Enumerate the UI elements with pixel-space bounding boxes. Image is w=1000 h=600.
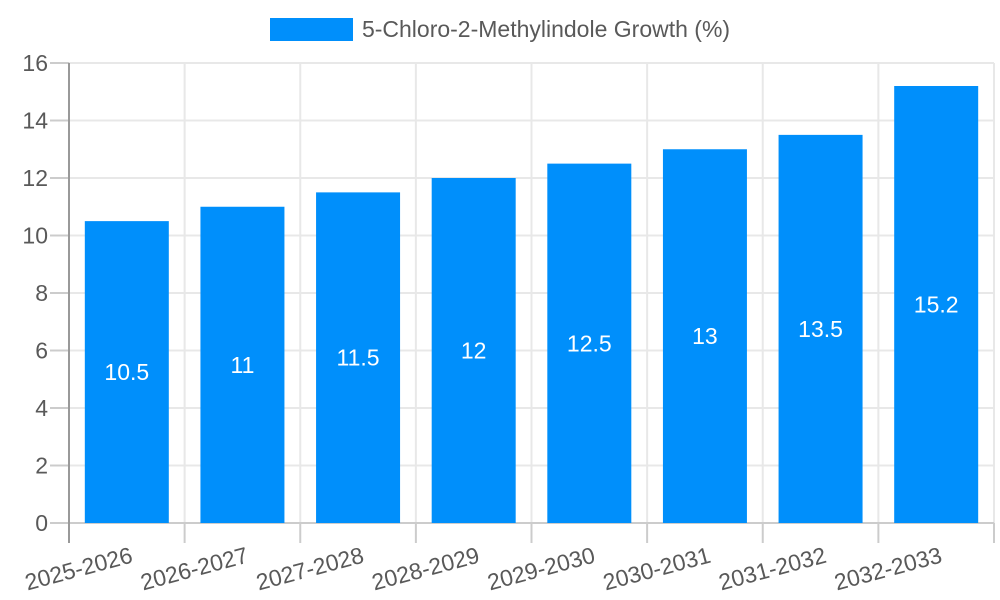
legend-swatch[interactable] bbox=[269, 18, 353, 41]
bar-value-label: 13 bbox=[692, 323, 718, 349]
y-axis-label: 2 bbox=[35, 453, 48, 479]
x-axis-label: 2025-2026 bbox=[22, 542, 135, 596]
y-axis-label: 6 bbox=[35, 338, 48, 364]
bar-value-label: 11 bbox=[230, 352, 254, 378]
bar-value-label: 13.5 bbox=[798, 316, 843, 342]
y-axis-label: 10 bbox=[22, 223, 48, 249]
y-axis-label: 14 bbox=[22, 108, 48, 134]
legend: 5-Chloro-2-Methylindole Growth (%) bbox=[0, 18, 1000, 41]
bar[interactable] bbox=[84, 221, 169, 523]
bar-value-label: 11.5 bbox=[337, 345, 380, 371]
bar[interactable] bbox=[894, 86, 979, 523]
x-axis-label: 2032-2033 bbox=[832, 542, 945, 596]
bar-value-label: 15.2 bbox=[914, 292, 959, 318]
x-axis-label: 2026-2027 bbox=[138, 542, 251, 596]
x-axis-label: 2031-2032 bbox=[716, 542, 829, 596]
bar[interactable] bbox=[316, 192, 401, 523]
bar-value-label: 10.5 bbox=[104, 359, 149, 385]
bar[interactable] bbox=[547, 163, 632, 523]
legend-label[interactable]: 5-Chloro-2-Methylindole Growth (%) bbox=[361, 16, 731, 42]
y-axis-label: 12 bbox=[22, 165, 48, 191]
y-axis-label: 4 bbox=[35, 395, 48, 421]
bar[interactable] bbox=[431, 178, 516, 523]
bar[interactable] bbox=[200, 206, 285, 523]
y-axis-label: 8 bbox=[35, 280, 48, 306]
bar-value-label: 12.5 bbox=[567, 330, 612, 356]
bar[interactable] bbox=[778, 134, 863, 523]
x-axis-label: 2030-2031 bbox=[600, 542, 713, 596]
y-axis-label: 0 bbox=[35, 510, 48, 536]
bar[interactable] bbox=[662, 149, 747, 523]
y-axis-label: 16 bbox=[22, 50, 48, 76]
x-axis-label: 2029-2030 bbox=[485, 542, 598, 596]
x-axis-label: 2027-2028 bbox=[253, 542, 366, 596]
x-axis-label: 2028-2029 bbox=[369, 542, 482, 596]
bar-value-label: 12 bbox=[461, 338, 487, 364]
